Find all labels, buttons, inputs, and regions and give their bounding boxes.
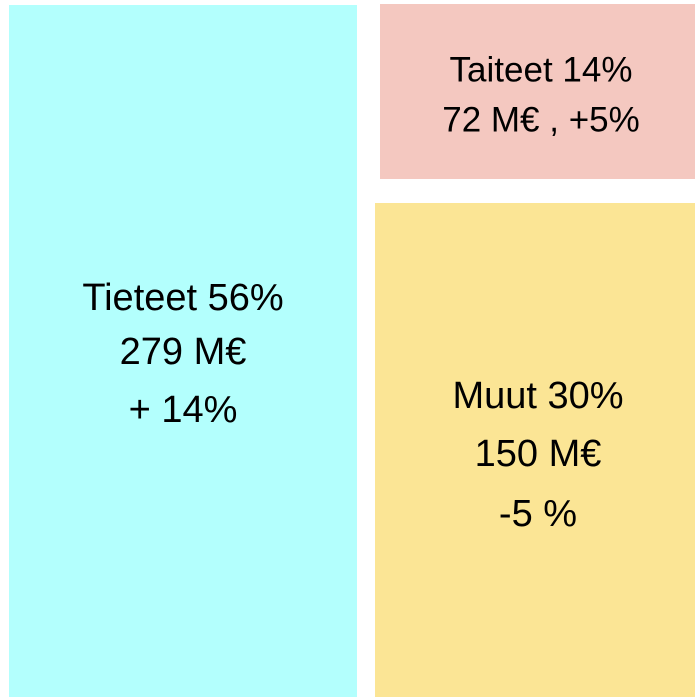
node-label: Taiteet 14% bbox=[450, 50, 633, 89]
box bbox=[9, 5, 357, 697]
box bbox=[380, 4, 695, 179]
node-label: + 14% bbox=[129, 389, 238, 431]
node-label: -5 % bbox=[499, 493, 577, 535]
box bbox=[375, 203, 695, 697]
node-label: Muut 30% bbox=[452, 375, 623, 417]
node-label: 150 M€ bbox=[475, 433, 602, 475]
node-label: 72 M€ , +5% bbox=[442, 100, 639, 139]
node-muut: Muut 30% 150 M€ -5 % bbox=[375, 203, 695, 697]
node-label: 279 M€ bbox=[120, 331, 247, 373]
node-taiteet: Taiteet 14% 72 M€ , +5% bbox=[380, 4, 695, 179]
node-label: Tieteet 56% bbox=[82, 277, 283, 319]
node-tieteet: Tieteet 56% 279 M€ + 14% bbox=[9, 5, 357, 697]
